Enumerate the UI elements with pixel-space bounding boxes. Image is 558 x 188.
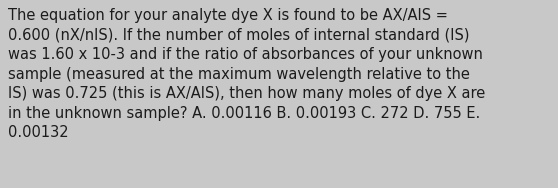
Text: The equation for your analyte dye X is found to be AX/AIS =
0.600 (nX/nIS). If t: The equation for your analyte dye X is f… [8,8,485,140]
